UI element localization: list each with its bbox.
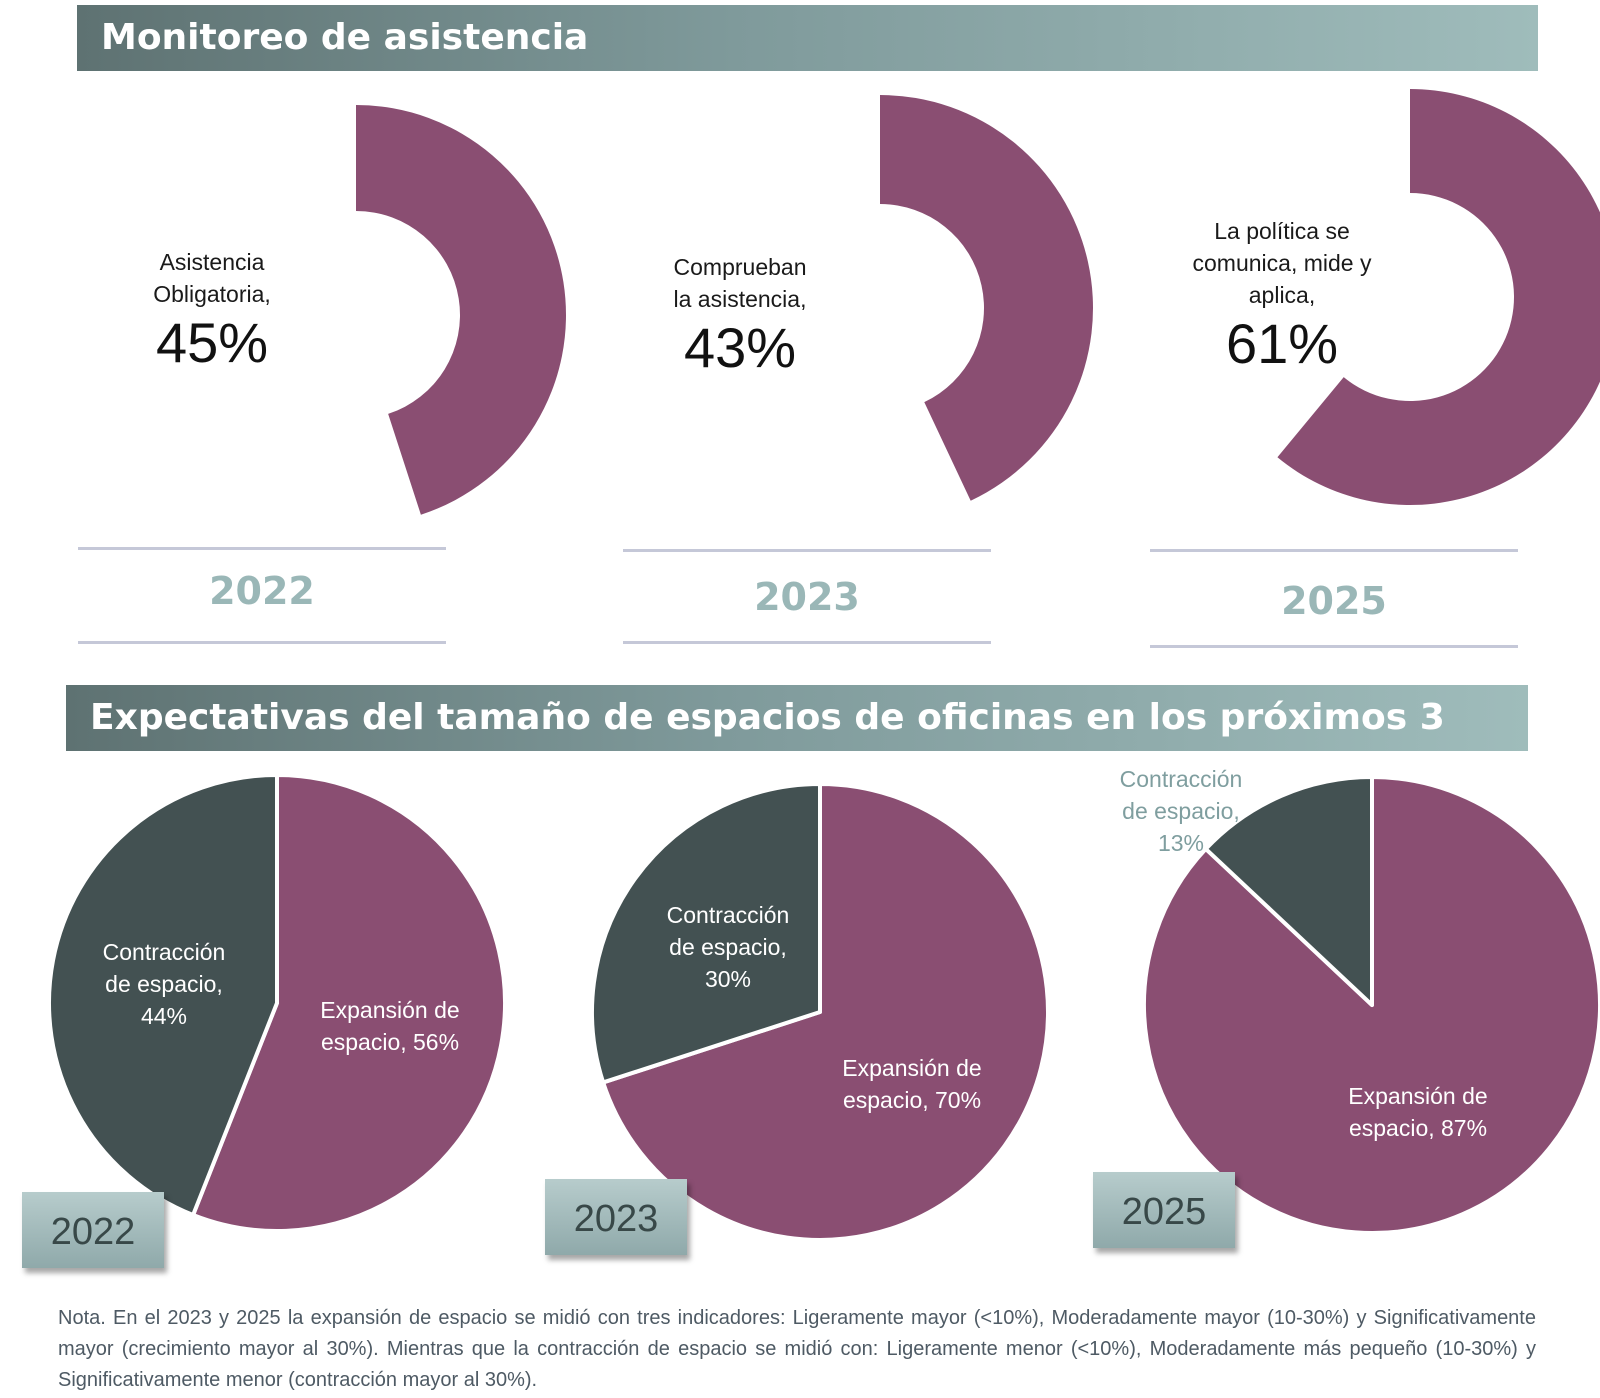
donut-2023-label: Comprueban la asistencia, 43% bbox=[630, 251, 850, 381]
slice-label-line: de espacio, bbox=[669, 934, 787, 960]
slice-label-line: espacio, 87% bbox=[1348, 1115, 1488, 1141]
donut-2025-label: La política se comunica, mide y aplica, … bbox=[1162, 215, 1402, 377]
divider-line bbox=[623, 549, 991, 552]
donut-value: 43% bbox=[683, 316, 797, 379]
attendance-section-header: Monitoreo de asistencia bbox=[77, 5, 1538, 71]
divider-line bbox=[78, 641, 446, 644]
pie-2025-expansion-label: Expansión de espacio, 87% bbox=[1328, 1080, 1508, 1144]
slice-label-line: Contracción bbox=[102, 939, 226, 965]
footnote: Nota. En el 2023 y 2025 la expansión de … bbox=[58, 1307, 1536, 1391]
donut-label-line: Obligatoria, bbox=[153, 281, 271, 307]
donut-2022-label: Asistencia Obligatoria, 45% bbox=[112, 246, 312, 376]
donut-label-line: Comprueban bbox=[673, 254, 807, 280]
slice-label-line: 30% bbox=[704, 966, 752, 992]
donut-label-line: aplica, bbox=[1248, 282, 1316, 308]
year-label-2023: 2023 bbox=[754, 575, 860, 619]
slice-label-line: de espacio, bbox=[1122, 798, 1240, 824]
pie-slice-2023-expansion bbox=[601, 782, 1050, 1242]
slice-label-line: Expansión de bbox=[1348, 1083, 1488, 1109]
pie-2025-contraction-label: Contracción de espacio, 13% bbox=[1096, 763, 1266, 859]
pie-year-box-2025: 2025 bbox=[1093, 1172, 1235, 1248]
divider-line bbox=[78, 547, 446, 550]
slice-label-line: espacio, 70% bbox=[842, 1087, 982, 1113]
donut-label-line: Asistencia bbox=[159, 249, 265, 275]
slice-label-line: Contracción bbox=[666, 902, 790, 928]
divider-line bbox=[623, 641, 991, 644]
slice-label-line: Expansión de bbox=[320, 997, 460, 1023]
divider-line bbox=[1150, 549, 1518, 552]
slice-label-line: 13% bbox=[1157, 830, 1205, 856]
donut-arc-2025 bbox=[1277, 89, 1600, 505]
divider-line bbox=[1150, 645, 1518, 648]
pie-slice-2023-contraction bbox=[590, 782, 822, 1085]
slice-label-line: de espacio, bbox=[105, 971, 223, 997]
slice-label-line: espacio, 56% bbox=[320, 1029, 460, 1055]
pie-slice-2022-contraction bbox=[46, 773, 279, 1217]
donut-value: 45% bbox=[155, 311, 269, 374]
pie-2022-expansion-label: Expansión de espacio, 56% bbox=[300, 994, 480, 1058]
slice-label-line: 44% bbox=[140, 1003, 188, 1029]
pie-year-box-2022: 2022 bbox=[22, 1192, 164, 1268]
donut-label-line: comunica, mide y bbox=[1192, 250, 1372, 276]
year-label-2022: 2022 bbox=[209, 569, 315, 613]
pie-2023-expansion-label: Expansión de espacio, 70% bbox=[822, 1052, 1002, 1116]
donut-arc-2022 bbox=[356, 105, 566, 515]
donut-label-line: La política se bbox=[1214, 218, 1350, 244]
office-size-section-header: Expectativas del tamaño de espacios de o… bbox=[66, 685, 1528, 804]
donut-value: 61% bbox=[1225, 312, 1339, 375]
donut-arc-2023 bbox=[880, 95, 1093, 501]
pie-2023-contraction-label: Contracción de espacio, 30% bbox=[643, 899, 813, 995]
year-label-2025: 2025 bbox=[1281, 579, 1387, 623]
slice-label-line: Expansión de bbox=[842, 1055, 982, 1081]
pie-2022-contraction-label: Contracción de espacio, 44% bbox=[84, 936, 244, 1032]
pie-slice-2025-contraction bbox=[1203, 775, 1374, 1007]
pie-year-box-2023: 2023 bbox=[545, 1179, 687, 1255]
slice-label-line: Contracción bbox=[1119, 766, 1243, 792]
donut-label-line: la asistencia, bbox=[673, 286, 807, 312]
pie-slice-2022-expansion bbox=[191, 773, 507, 1233]
